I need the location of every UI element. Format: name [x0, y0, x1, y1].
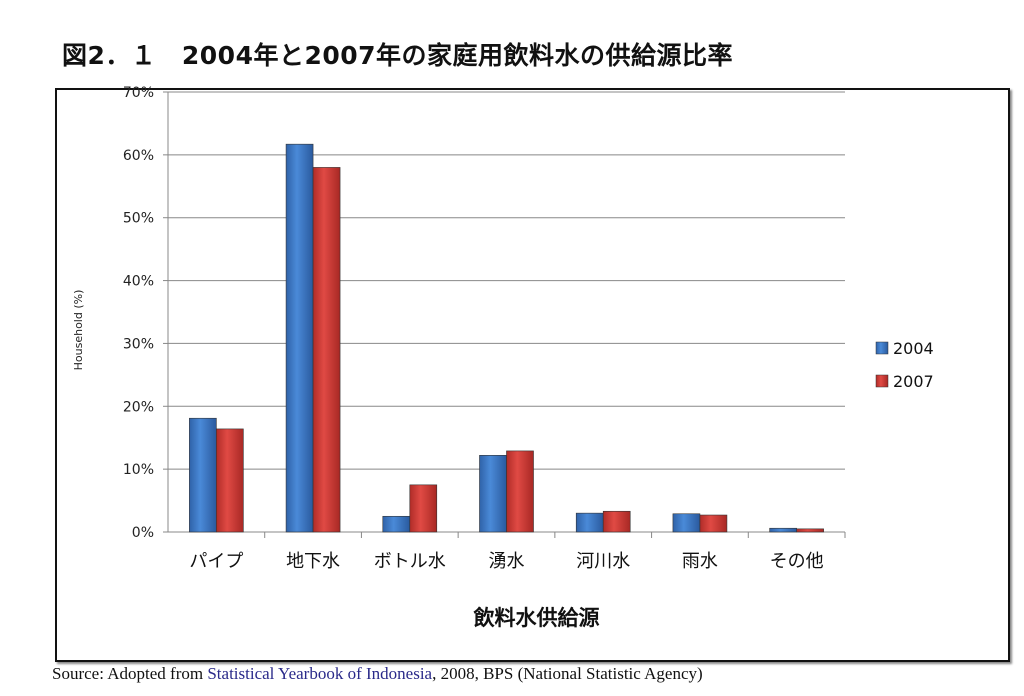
bar-2004-2 [382, 515, 411, 533]
x-tick-label: 雨水 [682, 551, 718, 572]
bar-2004-5 [672, 513, 701, 533]
legend-label: 2007 [893, 372, 934, 391]
source-link[interactable]: Statistical Yearbook of Indonesia [207, 664, 433, 683]
bar-2004-1 [285, 143, 314, 533]
y-tick-label: 20% [123, 399, 154, 415]
y-tick-label: 50% [123, 211, 154, 227]
bar-2007-4 [602, 510, 631, 533]
bar-2004-3 [479, 455, 507, 533]
bar-2007-3 [506, 450, 534, 533]
bar-2004-6 [769, 527, 797, 533]
y-tick-label: 70% [123, 85, 154, 101]
y-tick-label: 60% [123, 148, 154, 164]
x-axis-title: 飲料水供給源 [473, 606, 600, 630]
bar-2007-2 [409, 484, 438, 533]
x-tick-label: 湧水 [489, 551, 525, 572]
bar-2007-0 [216, 428, 244, 533]
y-tick-label: 0% [132, 525, 154, 541]
chart-frame [55, 88, 1010, 662]
legend-swatch-2004 [875, 341, 889, 355]
legend-label: 2004 [893, 339, 934, 358]
source-prefix: Source: Adopted from [52, 664, 208, 683]
x-tick-label: その他 [770, 551, 824, 572]
x-tick-label: パイプ [189, 551, 243, 572]
bar-2004-4 [575, 512, 604, 533]
y-tick-label: 10% [123, 462, 154, 478]
x-tick-label: 地下水 [286, 551, 340, 572]
figure-title: 図2．１ 2004年と2007年の家庭用飲料水の供給源比率 [62, 41, 734, 70]
y-axis-title: Household (%) [72, 290, 85, 371]
y-tick-label: 30% [123, 336, 154, 352]
y-tick-label: 40% [123, 274, 154, 290]
source-note: Source: Adopted from Statistical Yearboo… [52, 664, 703, 684]
legend-swatch-2007 [875, 374, 889, 388]
bar-2004-0 [189, 417, 217, 533]
x-tick-label: ボトル水 [374, 551, 446, 572]
source-suffix: , 2008, BPS (National Statistic Agency) [432, 664, 703, 683]
bar-2007-6 [796, 528, 824, 533]
bar-2007-1 [312, 167, 341, 533]
bar-2007-5 [699, 514, 728, 533]
x-tick-label: 河川水 [576, 551, 630, 572]
